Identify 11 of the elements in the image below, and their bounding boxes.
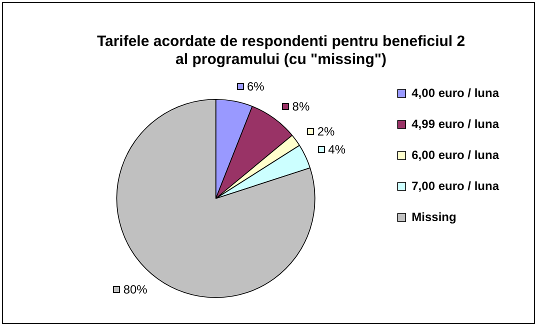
- legend-label: 7,00 euro / luna: [412, 178, 500, 193]
- legend-label: 6,00 euro / luna: [412, 148, 500, 162]
- data-label: 80%: [123, 282, 148, 296]
- data-label: 2%: [317, 124, 335, 138]
- chart-title: Tarifele acordate de respondenti pentru beneficiul 2 al programului (cu "missing"): [96, 33, 466, 68]
- data-label: 6%: [247, 80, 265, 94]
- legend-label: Missing: [412, 210, 456, 224]
- data-label: 4%: [328, 142, 346, 157]
- legend-label: 4,00 euro / luna: [412, 86, 500, 100]
- legend-label: 4,99 euro / luna: [412, 116, 500, 131]
- data-label: 8%: [292, 99, 310, 114]
